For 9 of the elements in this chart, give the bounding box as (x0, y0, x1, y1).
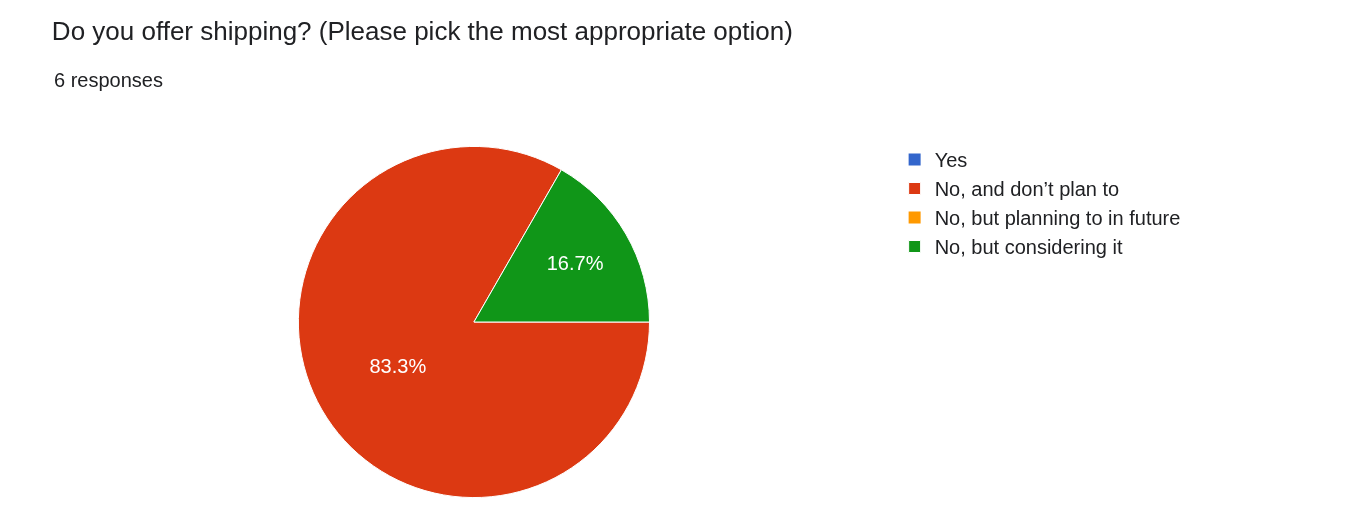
data-label: 16.7% (546, 252, 604, 275)
chart-title: Do you offer shipping? (Please pick the most appropriate option) (51, 15, 793, 46)
data-label: 83.3% (369, 354, 427, 377)
legend-label: Yes (934, 149, 968, 172)
pie-slice (298, 145, 650, 498)
legend-label: No, but considering it (934, 236, 1123, 259)
legend-label: No, but planning to in future (934, 207, 1181, 230)
legend-label: No, and don’t plan to (934, 178, 1120, 201)
text: 6 responses (54, 69, 163, 91)
